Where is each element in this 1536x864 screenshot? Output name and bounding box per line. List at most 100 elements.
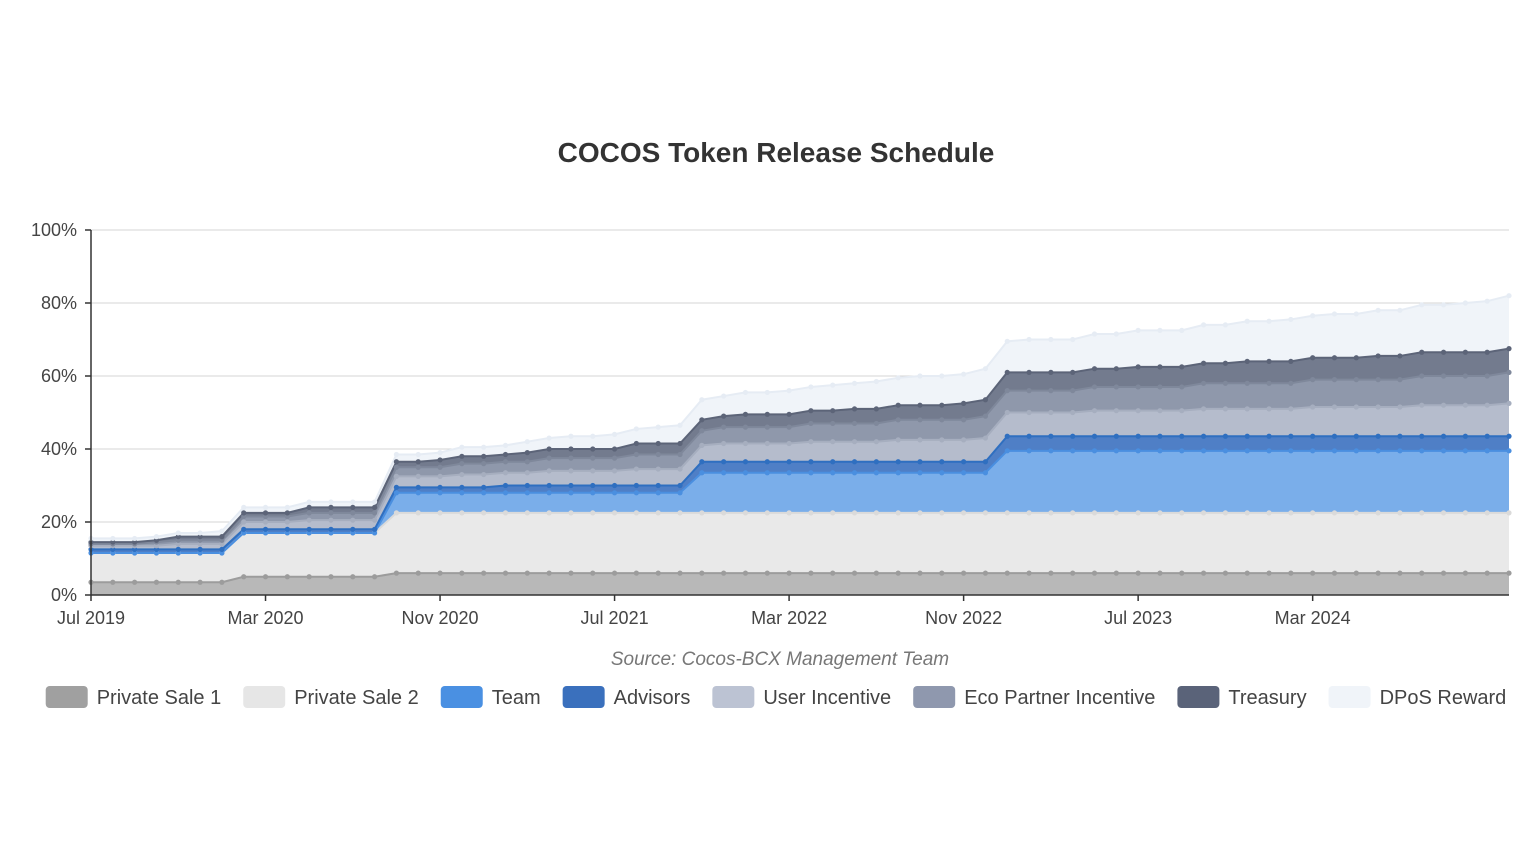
data-point — [808, 439, 814, 445]
data-point — [1353, 311, 1359, 317]
data-point — [699, 510, 705, 516]
data-point — [546, 455, 552, 461]
data-point — [1440, 570, 1447, 576]
data-point — [961, 437, 967, 443]
data-point — [590, 490, 596, 496]
x-tick-label: Mar 2024 — [1275, 608, 1351, 628]
data-point — [1200, 510, 1207, 516]
data-point — [1419, 402, 1425, 408]
data-point — [372, 574, 378, 580]
data-point — [372, 510, 378, 516]
data-point — [721, 440, 727, 447]
data-point — [611, 570, 618, 576]
data-point — [524, 490, 530, 496]
data-point — [241, 530, 247, 536]
data-point — [721, 570, 727, 576]
data-point — [786, 388, 792, 394]
data-point — [1375, 307, 1381, 313]
data-point — [873, 570, 879, 576]
data-point — [655, 490, 661, 496]
data-point — [1244, 510, 1250, 516]
data-point — [437, 510, 443, 516]
data-point — [1026, 448, 1032, 454]
data-point — [502, 459, 509, 465]
data-point — [328, 499, 334, 505]
data-point — [1440, 402, 1447, 408]
data-point — [808, 384, 814, 390]
data-point — [262, 530, 269, 536]
data-point — [895, 375, 901, 381]
data-point — [219, 528, 225, 534]
data-point — [524, 470, 530, 476]
data-point — [1179, 448, 1185, 454]
data-point — [1222, 360, 1228, 366]
data-point — [1288, 510, 1294, 516]
data-point — [1353, 448, 1359, 454]
data-point — [1397, 448, 1403, 454]
data-point — [1244, 570, 1250, 576]
data-point — [1222, 570, 1228, 576]
data-point — [1288, 406, 1294, 412]
legend-swatch — [45, 686, 88, 708]
data-point — [1331, 510, 1338, 516]
data-point — [437, 570, 443, 576]
y-tick-labels: 0% 20% 40% 60% 80% 100% — [31, 220, 91, 605]
data-point — [1419, 510, 1425, 516]
data-point — [284, 513, 290, 520]
legend-label: User Incentive — [763, 687, 891, 709]
data-point — [1113, 433, 1119, 439]
data-point — [851, 439, 858, 445]
data-point — [1026, 336, 1032, 343]
points-eco-partner-incentive — [88, 369, 1512, 547]
data-point — [1440, 373, 1447, 379]
data-point — [1266, 433, 1272, 439]
data-point — [917, 510, 923, 516]
data-point — [1506, 400, 1512, 406]
data-point — [808, 459, 814, 465]
data-point — [633, 426, 639, 432]
data-point — [546, 482, 552, 489]
data-point — [372, 526, 378, 532]
data-point — [481, 484, 487, 490]
data-point — [1026, 409, 1032, 416]
data-point — [1070, 510, 1076, 516]
data-point — [982, 570, 989, 576]
data-point — [1135, 433, 1141, 439]
data-point — [830, 470, 836, 476]
data-point — [830, 510, 836, 516]
data-point — [721, 413, 727, 419]
data-point — [1113, 331, 1119, 337]
data-point — [328, 517, 334, 523]
data-point — [219, 541, 225, 547]
data-point — [1440, 302, 1447, 308]
data-point — [1397, 307, 1403, 313]
legend-item-dpos-reward: DPoS Reward — [1328, 686, 1506, 709]
data-point — [153, 579, 160, 585]
data-point — [110, 535, 116, 542]
area-private-sale-1 — [91, 573, 1509, 595]
data-point — [481, 453, 487, 459]
data-point — [873, 470, 879, 476]
data-point — [961, 371, 967, 377]
data-point — [372, 499, 378, 505]
data-point — [328, 504, 334, 510]
data-point — [677, 490, 683, 496]
data-point — [633, 510, 639, 516]
data-point — [1506, 448, 1512, 454]
data-point — [110, 550, 116, 556]
data-point — [197, 541, 203, 547]
data-point — [611, 455, 618, 461]
data-point — [895, 570, 901, 576]
data-point — [1070, 336, 1076, 343]
line-team — [91, 449, 1509, 555]
data-point — [524, 510, 530, 516]
x-tick-label: Jul 2023 — [1104, 608, 1172, 628]
data-point — [721, 393, 727, 399]
data-point — [808, 470, 814, 476]
data-point — [1506, 293, 1512, 299]
legend-item-private-sale-1: Private Sale 1 — [45, 686, 221, 709]
data-point — [742, 389, 749, 396]
line-advisors — [91, 435, 1509, 551]
data-point — [1310, 404, 1316, 410]
data-point — [328, 574, 334, 580]
